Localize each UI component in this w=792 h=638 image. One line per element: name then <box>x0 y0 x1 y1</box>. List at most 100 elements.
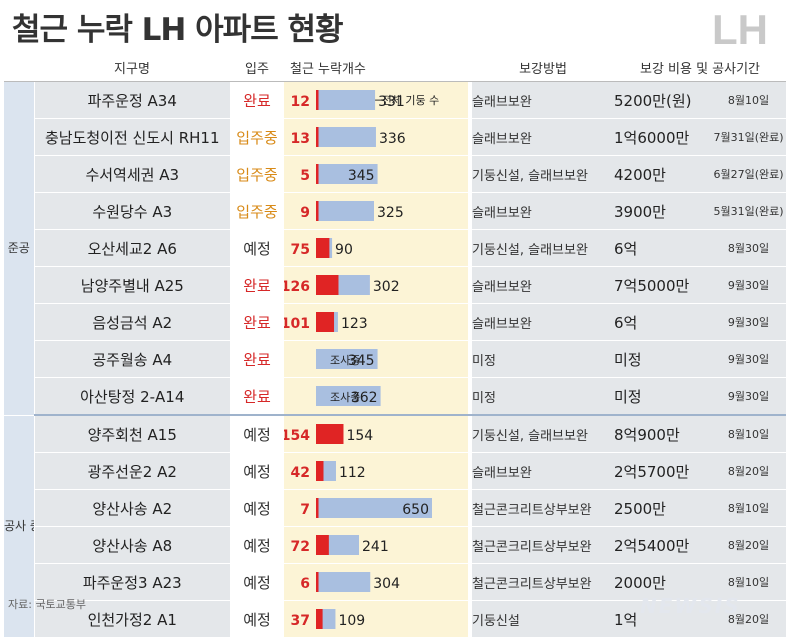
bar-svg: 154 154 <box>284 424 373 444</box>
header-name: 지구명 <box>34 53 230 82</box>
data-table: 지구명 입주 철근 누락개수 보강방법 보강 비용 및 공사기간 준공 파주운정 … <box>4 53 787 638</box>
table-row: 수원당수 A3 입주중 9 325 슬래브보완 3900만 5월31일(완료) <box>4 192 787 230</box>
date-cell: 8월10일 <box>711 415 787 453</box>
date-cell: 8월20일 <box>711 452 787 490</box>
site-name: 음성금석 A2 <box>34 303 230 341</box>
bar-svg: 72 241 <box>291 535 389 555</box>
site-name: 파주운정3 A23 <box>34 563 230 601</box>
bar-cell: 37 109 <box>284 600 468 638</box>
table-body: 준공 파주운정 A34 완료 12 331 ─전체 기둥 수 슬래브보완 5200만(원) 8월… <box>4 81 787 638</box>
missing-rebar-bar <box>316 424 344 444</box>
status-cell: 완료 <box>230 303 284 341</box>
total-value-label: 90 <box>335 242 353 258</box>
status-cell: 완료 <box>230 266 284 304</box>
survey-label: 조사중 <box>330 354 360 367</box>
missing-rebar-bar <box>316 275 339 295</box>
total-columns-bar <box>316 201 374 221</box>
bar-svg: 75 90 <box>291 238 353 258</box>
lh-logo: LH <box>712 6 768 53</box>
status-cell: 예정 <box>230 489 284 527</box>
cost-cell: 5200만(원) <box>614 81 711 119</box>
survey-label: 조사중 <box>330 391 360 404</box>
status-cell: 예정 <box>230 452 284 490</box>
newsis-watermark: NEWSIS <box>640 594 741 618</box>
group-label-construction: 공사 중 <box>4 415 35 638</box>
table-row: 공주월송 A4 완료 조사중 345 미정 미정 9월30일 <box>4 340 787 378</box>
table-row: 준공 파주운정 A34 완료 12 331 ─전체 기둥 수 슬래브보완 5200만(원) 8월… <box>4 81 787 416</box>
total-value-label: 325 <box>377 205 404 221</box>
column-spacer <box>468 415 472 453</box>
missing-value-label: 37 <box>291 613 310 629</box>
status-cell: 예정 <box>230 526 284 564</box>
method-cell: 기둥신설, 슬래브보완 <box>472 229 614 267</box>
missing-value-label: 13 <box>291 131 310 147</box>
site-name: 양주회천 A15 <box>34 415 230 453</box>
missing-rebar-bar <box>316 535 329 555</box>
table-row: 아산탕정 2-A14 완료 조사중 362 미정 미정 9월30일 <box>4 377 787 416</box>
table-row: 파주운정3 A23 예정 6 304 철근콘크리트상부보완 2000만 8월10일 <box>4 563 787 601</box>
missing-rebar-bar <box>316 90 319 110</box>
table-row: 공사 중양주회천 A15예정154154기둥신설, 슬래브보완8억900만8월1… <box>4 415 787 638</box>
bar-svg: 37 109 <box>291 609 365 629</box>
missing-value-label: 12 <box>291 94 310 110</box>
missing-value-label: 7 <box>300 502 310 518</box>
cost-cell: 7억5000만 <box>614 266 711 304</box>
total-value-label: 154 <box>346 428 373 444</box>
site-name: 아산탕정 2-A14 <box>34 377 230 416</box>
bar-svg: 9 325 <box>300 201 404 221</box>
missing-rebar-bar <box>316 498 319 518</box>
method-cell: 슬래브보완 <box>472 452 614 490</box>
status-cell: 예정 <box>230 563 284 601</box>
method-cell: 슬래브보완 <box>472 266 614 304</box>
cost-cell: 2000만 <box>614 563 711 601</box>
bar-cell: 조사중 345 <box>284 340 468 378</box>
total-columns-bar <box>316 349 378 369</box>
missing-rebar-bar <box>316 461 324 481</box>
total-value-label: 123 <box>341 316 368 332</box>
total-value-label: 304 <box>373 576 400 592</box>
site-name: 오산세교2 A6 <box>34 229 230 267</box>
date-cell: 8월10일 <box>711 489 787 527</box>
status-cell: 완료 <box>230 340 284 378</box>
bar-cell: 42 112 <box>284 452 468 490</box>
bar-cell: 72 241 <box>284 526 468 564</box>
total-value-label: 112 <box>339 465 366 481</box>
status-cell: 예정 <box>230 415 284 453</box>
site-name: 남양주별내 A25 <box>34 266 230 304</box>
date-cell: 8월10일 <box>711 563 787 601</box>
column-spacer <box>468 81 472 119</box>
total-value-label: 345 <box>348 168 375 184</box>
column-spacer <box>468 452 472 490</box>
bar-svg: 101 123 <box>284 312 368 332</box>
method-cell: 슬래브보완 <box>472 192 614 230</box>
date-cell: 9월30일 <box>711 266 787 304</box>
status-cell: 입주중 <box>230 192 284 230</box>
cost-cell: 2억5400만 <box>614 526 711 564</box>
missing-value-label: 42 <box>291 465 310 481</box>
total-value-label: 109 <box>338 613 365 629</box>
bar-cell: 154 154 <box>284 415 468 453</box>
bar-cell: 75 90 <box>284 229 468 267</box>
date-cell: 8월20일 <box>711 526 787 564</box>
site-name: 수서역세권 A3 <box>34 155 230 193</box>
bar-svg: 5 345 <box>300 164 378 184</box>
missing-value-label: 75 <box>291 242 310 258</box>
cost-cell: 미정 <box>614 377 711 416</box>
column-spacer <box>468 118 472 156</box>
cost-cell: 4200만 <box>614 155 711 193</box>
missing-value-label: 6 <box>300 576 310 592</box>
cost-cell: 미정 <box>614 340 711 378</box>
source-note: 자료: 국토교통부 <box>8 598 87 611</box>
site-name: 충남도청이전 신도시 RH11 <box>34 118 230 156</box>
missing-rebar-bar <box>316 312 335 332</box>
column-spacer <box>468 303 472 341</box>
missing-rebar-bar <box>316 201 319 221</box>
header-bar: 철근 누락개수 <box>284 53 468 82</box>
missing-rebar-bar <box>316 609 323 629</box>
missing-value-label: 154 <box>284 428 310 444</box>
bar-svg: 6 304 <box>300 572 400 592</box>
total-columns-bar <box>316 572 371 592</box>
bar-cell: 13 336 <box>284 118 468 156</box>
cost-cell: 2억5700만 <box>614 452 711 490</box>
